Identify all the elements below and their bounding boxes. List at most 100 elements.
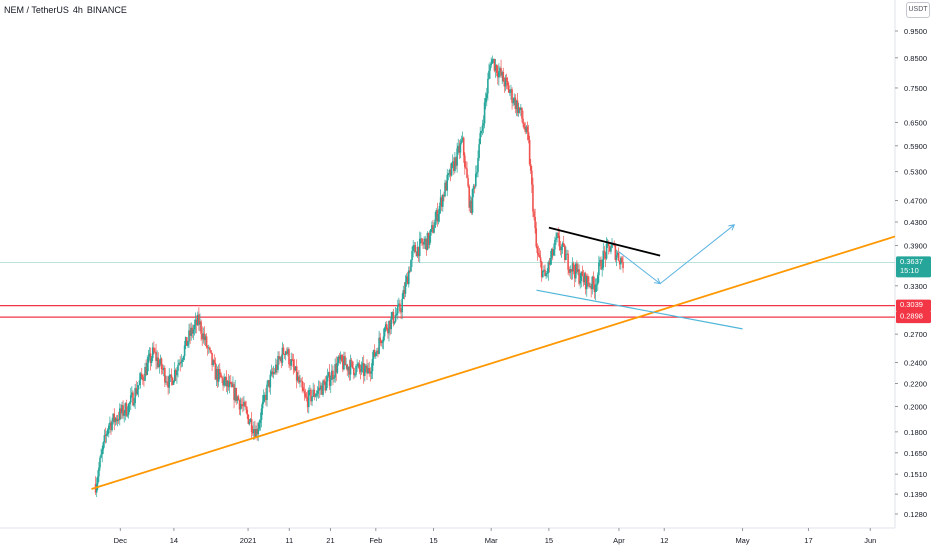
projection-arrow-down[interactable] <box>618 251 661 285</box>
candle-body <box>559 246 562 251</box>
candle <box>309 385 311 396</box>
projection-arrow-up[interactable] <box>659 224 735 285</box>
currency-button[interactable]: USDT <box>906 2 930 18</box>
candle-body <box>349 360 352 375</box>
candle <box>109 416 111 434</box>
candle-body <box>566 253 568 255</box>
symbol-interval[interactable]: 4h <box>72 5 83 15</box>
candle-body <box>574 263 577 279</box>
candle <box>122 400 124 419</box>
x-tick-label: May <box>735 536 749 545</box>
candle-body <box>578 269 580 284</box>
candle-body <box>244 401 246 407</box>
candle-body <box>225 376 228 387</box>
candle <box>201 326 203 346</box>
candle <box>312 382 314 398</box>
candle <box>248 419 251 426</box>
candle-body <box>125 403 128 416</box>
y-tick-label: 0.1510 <box>904 470 927 479</box>
y-tick-label: 0.9500 <box>904 27 927 36</box>
candle-body <box>191 327 194 334</box>
candle <box>355 364 357 377</box>
candle-body <box>334 364 336 378</box>
candle-body <box>127 404 130 415</box>
candle <box>469 195 472 214</box>
candle <box>138 372 141 386</box>
candle-body <box>186 337 188 346</box>
candle <box>464 152 466 175</box>
candle-body <box>124 403 127 414</box>
candle <box>459 138 462 159</box>
candle-body <box>121 405 123 414</box>
candle-body <box>145 367 147 375</box>
candle-body <box>453 161 455 172</box>
candle <box>225 370 228 392</box>
candle-body <box>179 362 182 364</box>
symbol-name[interactable]: NEM / TetherUS <box>4 5 69 15</box>
time-axis[interactable]: Dec 14 2021 11 21 Feb 15 Mar 15 Apr 12 May 17 Jun <box>114 528 877 545</box>
candle-body <box>617 252 620 261</box>
candle-body <box>364 368 366 376</box>
candle-body <box>289 364 291 366</box>
candle <box>196 311 199 326</box>
candle-body <box>375 352 377 357</box>
candle <box>193 319 196 336</box>
candle-body <box>210 350 212 353</box>
candle-body <box>116 419 119 422</box>
candle-body <box>514 97 517 110</box>
candle-body <box>279 357 282 360</box>
candle-body <box>101 449 103 455</box>
ascending-trendline[interactable] <box>91 235 896 490</box>
candle-body <box>360 364 363 372</box>
candlestick-series[interactable] <box>94 55 624 498</box>
candle-body <box>527 132 530 140</box>
candle <box>542 270 544 279</box>
candle <box>544 264 546 277</box>
candle <box>550 248 553 265</box>
candle-body <box>343 356 345 370</box>
candle <box>410 259 412 272</box>
candle-body <box>106 429 109 434</box>
price-axis[interactable]: 0.9500 0.8500 0.7500 0.6500 0.5900 0.5300 0.47… <box>895 27 927 519</box>
candle-body <box>299 380 301 383</box>
candle <box>183 340 186 361</box>
candle <box>382 328 385 350</box>
candle <box>432 219 434 234</box>
candle <box>324 376 327 394</box>
candle-body <box>98 467 100 477</box>
candle <box>384 321 387 332</box>
candle-body <box>126 414 129 416</box>
candle-body <box>310 389 312 402</box>
candle <box>287 346 289 357</box>
candle-body <box>269 374 272 388</box>
candle-body <box>383 328 386 337</box>
candle <box>356 359 358 372</box>
candle <box>226 379 229 395</box>
candle-body <box>162 367 165 370</box>
candle <box>361 357 364 373</box>
candle-body <box>326 376 329 382</box>
x-tick-label: Jun <box>864 536 876 545</box>
candle-body <box>247 414 250 424</box>
candle-body <box>443 194 445 197</box>
candle-body <box>202 333 205 340</box>
triangle-bottom[interactable] <box>536 289 743 330</box>
triangle-top[interactable] <box>548 226 661 257</box>
candle <box>266 380 268 407</box>
candle <box>334 358 336 383</box>
candle <box>304 388 307 399</box>
candle <box>222 376 224 391</box>
candle-body <box>237 396 240 400</box>
candle-body <box>516 100 519 113</box>
candle <box>259 412 262 431</box>
candle-body <box>226 380 229 387</box>
candle-body <box>354 374 356 376</box>
candle-body <box>218 369 221 374</box>
candle-body <box>345 364 347 366</box>
candle <box>188 323 190 349</box>
candle <box>429 228 432 243</box>
candle-body <box>548 262 551 265</box>
candle-body <box>456 148 458 166</box>
level-price-tag-bg <box>896 311 931 324</box>
